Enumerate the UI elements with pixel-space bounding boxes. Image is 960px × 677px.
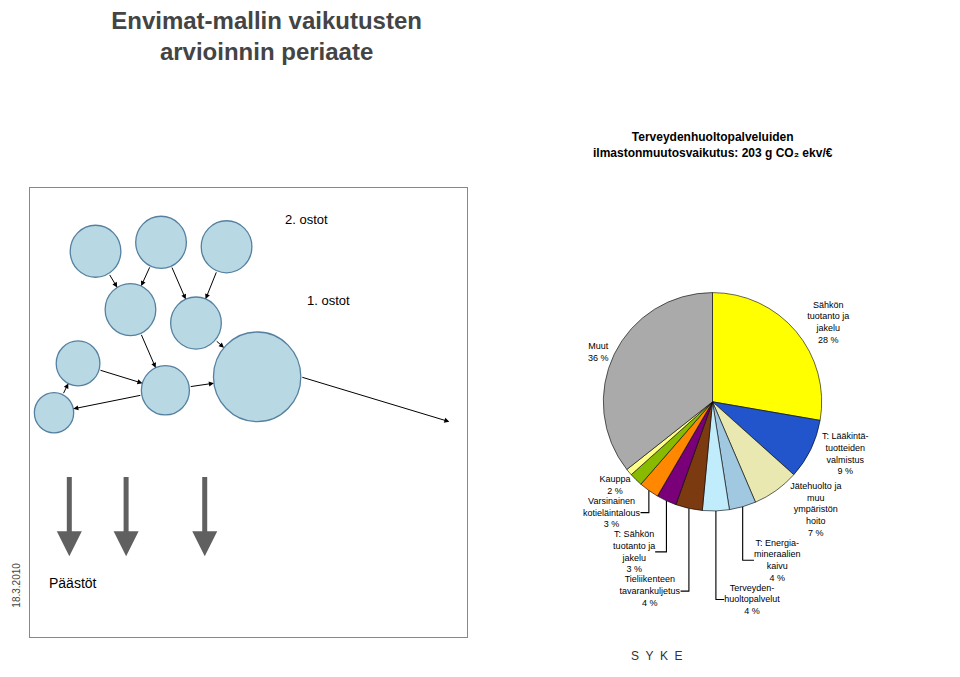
svg-text:Sähköntuotanto jajakelu28 %: Sähköntuotanto jajakelu28 % bbox=[807, 300, 849, 345]
svg-text:T: Energia-mineraalienkaivu4 %: T: Energia-mineraalienkaivu4 % bbox=[754, 538, 801, 583]
svg-text:Muut36 %: Muut36 % bbox=[588, 341, 609, 363]
svg-text:Terveyden-huoltopalvelut4 %: Terveyden-huoltopalvelut4 % bbox=[724, 583, 780, 616]
svg-text:T: Lääkintä-tuotteidenvalmistu: T: Lääkintä-tuotteidenvalmistus9 % bbox=[822, 431, 869, 476]
svg-text:2. ostot: 2. ostot bbox=[285, 212, 328, 227]
svg-text:S Y K E: S Y K E bbox=[631, 649, 683, 663]
svg-text:18.3.2010: 18.3.2010 bbox=[11, 563, 22, 608]
svg-text:Kauppa2 %: Kauppa2 % bbox=[599, 474, 630, 496]
svg-text:T: Sähköntuotanto jajakelu3 %: T: Sähköntuotanto jajakelu3 % bbox=[613, 529, 655, 574]
svg-text:1. ostot: 1. ostot bbox=[307, 293, 350, 308]
svg-text:Terveydenhuoltopalveluidenilma: Terveydenhuoltopalveluidenilmastonmuutos… bbox=[593, 130, 833, 160]
svg-text:Jätehuolto jamuuympäristönhoit: Jätehuolto jamuuympäristönhoito7 % bbox=[790, 481, 841, 538]
svg-text:Tieliikenteentavarankuljetus4: Tieliikenteentavarankuljetus4 % bbox=[620, 574, 681, 607]
svg-text:Päästöt: Päästöt bbox=[49, 575, 97, 591]
svg-text:Envimat-mallin vaikutustenarvi: Envimat-mallin vaikutustenarvioinnin per… bbox=[111, 7, 422, 65]
svg-text:Varsinainenkotieläintalous3 %: Varsinainenkotieläintalous3 % bbox=[583, 496, 641, 529]
